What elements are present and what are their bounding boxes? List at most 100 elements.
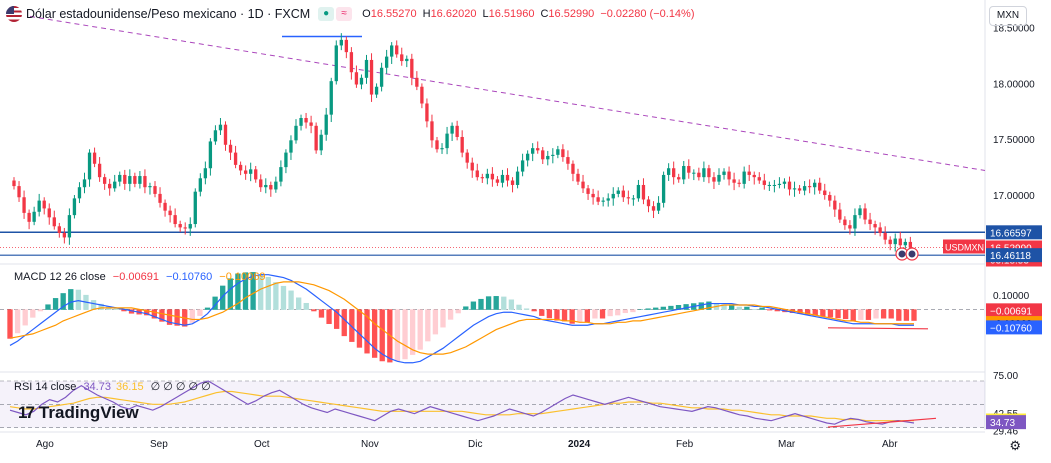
candle-body-72 [374,86,379,95]
macd-legend[interactable]: MACD 12 26 close −0.00691 −0.10760 −0.10… [14,271,265,283]
currency-button[interactable]: MXN [989,6,1027,26]
candle-body-16 [92,152,97,164]
candle-body-115 [591,193,595,198]
candle-body-122 [626,197,631,199]
symbol-title[interactable]: Dólar estadounidense/Peso mexicano · 1D … [26,7,311,21]
candle-body-65 [339,39,343,46]
candle-body-120 [616,190,620,194]
candle-body-55 [289,140,293,153]
candle-body-163 [833,200,837,210]
candle-body-165 [843,219,847,226]
data-delay-icon[interactable]: ≈ [336,7,353,21]
macd-bar-63 [485,296,492,310]
candle-body-123 [631,198,636,200]
candle-body-89 [460,136,464,153]
candle-body-150 [767,184,772,186]
candle-body-34 [183,227,187,229]
candle-body-117 [601,200,605,202]
macd-bar-119 [911,309,917,321]
candle-body-13 [77,187,82,199]
macd-bar-108 [827,309,834,318]
resistance-price-label: 16.66597 [990,228,1032,239]
candle-body-12 [72,198,77,216]
candle-body-135 [692,172,696,174]
macd-name: MACD 12 26 close [14,271,106,283]
candle-body-94 [485,173,490,179]
macd-bar-106 [812,309,818,316]
candle-body-99 [510,180,515,185]
candle-body-168 [858,208,862,216]
candle-body-107 [551,154,555,156]
candle-body-103 [531,148,535,154]
candle-body-79 [410,58,414,78]
macd-bar-37 [288,290,294,310]
time-tick-0: Ago [36,439,54,450]
candle-body-152 [777,183,782,185]
candle-body-113 [581,181,585,189]
macd-bar-80 [615,309,621,316]
macd-bar-15 [121,309,127,312]
macd-bar-49 [379,309,385,362]
macd-line-label: −0.10760 [990,323,1032,334]
macd-bar-118 [903,309,910,321]
candle-body-140 [717,174,721,182]
event-us-flag-icon-2-inner [908,250,916,258]
candle-body-85 [440,148,444,150]
macd-bar-39 [303,302,309,310]
macd-bar-31 [242,272,249,310]
price-tick-1: 18.00000 [993,79,1035,90]
macd-bar-65 [501,296,507,310]
candle-body-128 [656,202,661,211]
macd-bar-11 [90,300,97,310]
candle-body-24 [133,176,137,184]
macd-bar-75 [577,309,583,323]
candle-body-45 [238,164,243,171]
macd-bar-54 [417,309,423,350]
candle-body-81 [420,86,424,104]
status-badges[interactable]: ● ≈ [318,7,353,21]
time-tick-1: Sep [150,439,168,450]
candle-body-28 [153,186,157,194]
candle-body-111 [571,163,575,174]
macd-bar-32 [250,272,256,310]
macd-bar-89 [683,304,689,310]
macd-hist-value: −0.00691 [112,271,159,283]
macd-bar-98 [751,309,758,310]
macd-bar-56 [432,309,439,335]
candle-body-20 [113,181,117,189]
tradingview-logo[interactable]: 17 TradingView [18,403,139,423]
rsi-legend[interactable]: RSI 14 close 34.73 36.15 ∅ ∅ ∅ ∅ ∅ [14,380,211,393]
candle-body-149 [762,180,766,185]
macd-signal-value: −0.10069 [219,271,266,283]
rsi-label-bg [986,415,1026,430]
candle-body-62 [324,114,328,135]
macd-bar-20 [159,309,165,322]
candle-body-70 [364,59,369,78]
candle-body-169 [863,208,867,220]
candle-body-95 [490,173,495,180]
rsi-off-icons: ∅ ∅ ∅ ∅ ∅ [150,381,211,393]
candle-body-138 [707,168,711,178]
macd-bar-86 [660,306,666,310]
macd-bar-51 [394,309,401,362]
candle-body-9 [57,226,61,233]
macd-bar-77 [592,309,598,319]
market-status-icon[interactable]: ● [318,7,335,21]
candle-body-67 [349,52,354,73]
candle-body-49 [259,179,263,188]
settings-gear-icon[interactable]: ⚙ [1009,438,1021,453]
candle-body-127 [651,206,656,211]
candle-body-167 [853,215,857,229]
macd-bar-16 [128,309,135,314]
macd-bar-107 [820,309,826,317]
candle-body-171 [873,224,877,228]
candle-body-129 [661,174,666,203]
candle-body-109 [561,149,565,158]
candle-body-8 [52,217,56,227]
macd-bar-76 [584,309,591,323]
macd-bar-110 [842,309,849,320]
time-tick-8: Abr [882,439,898,450]
candle-body-56 [294,125,298,141]
candle-body-124 [636,184,641,199]
